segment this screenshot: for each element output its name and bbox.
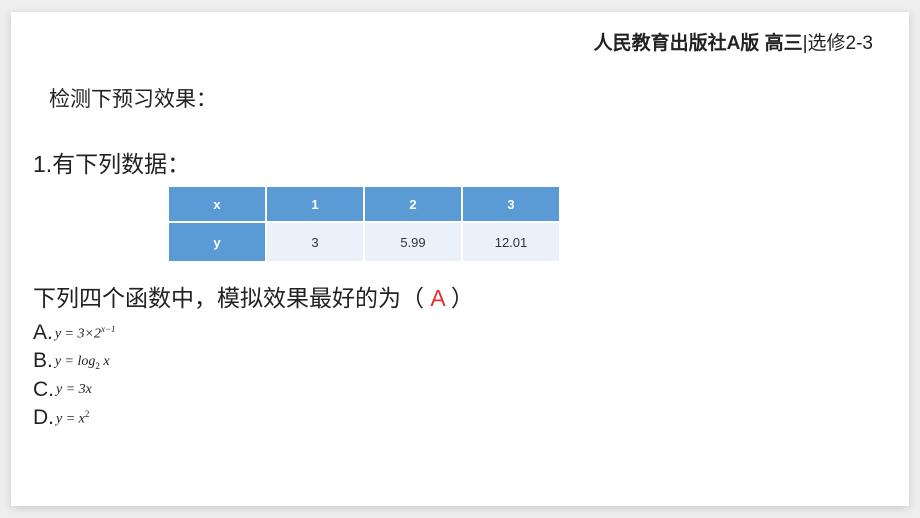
- header-normal: |选修2-3: [803, 33, 873, 54]
- table-y-2: 12.01: [463, 223, 559, 261]
- data-table: x 1 2 3 y 3 5.99 12.01: [167, 185, 561, 263]
- answer-letter: A: [424, 285, 451, 311]
- publisher-header: 人民教育出版社A版 高三|选修2-3: [39, 28, 881, 55]
- table-y-1: 5.99: [365, 223, 461, 261]
- option-c-formula: y = 3x: [56, 381, 92, 400]
- option-d-formula: y = x2: [56, 408, 89, 430]
- header-bold: 人民教育出版社A版 高三: [594, 33, 803, 54]
- option-d: D. y = x2: [33, 404, 881, 432]
- table-value-row: y 3 5.99 12.01: [169, 223, 559, 261]
- option-d-label: D.: [33, 404, 54, 432]
- table-header-row: x 1 2 3: [169, 187, 559, 221]
- table-y-0: 3: [267, 223, 363, 261]
- slide: 人民教育出版社A版 高三|选修2-3 检测下预习效果： 1.有下列数据： x 1…: [11, 12, 909, 506]
- option-b: B. y = log2 x: [33, 347, 881, 375]
- option-c-label: C.: [33, 376, 54, 404]
- subtitle: 检测下预习效果：: [49, 83, 881, 113]
- option-c: C. y = 3x: [33, 376, 881, 404]
- question-text: 1.有下列数据：: [33, 145, 881, 179]
- prompt-post: ）: [451, 285, 474, 311]
- option-b-formula: y = log2 x: [55, 353, 110, 372]
- table-value-label: y: [169, 223, 265, 261]
- options-list: A. y = 3×2x−1 B. y = log2 x C. y = 3x D.…: [33, 319, 881, 432]
- option-b-label: B.: [33, 347, 53, 375]
- option-a: A. y = 3×2x−1: [33, 319, 881, 347]
- prompt-pre: 下列四个函数中，模拟效果最好的为（: [33, 285, 424, 311]
- option-a-label: A.: [33, 319, 53, 347]
- table-header-label: x: [169, 187, 265, 221]
- table-x-0: 1: [267, 187, 363, 221]
- prompt: 下列四个函数中，模拟效果最好的为（ A ）: [33, 279, 881, 313]
- option-a-formula: y = 3×2x−1: [55, 323, 116, 345]
- table-x-1: 2: [365, 187, 461, 221]
- table-x-2: 3: [463, 187, 559, 221]
